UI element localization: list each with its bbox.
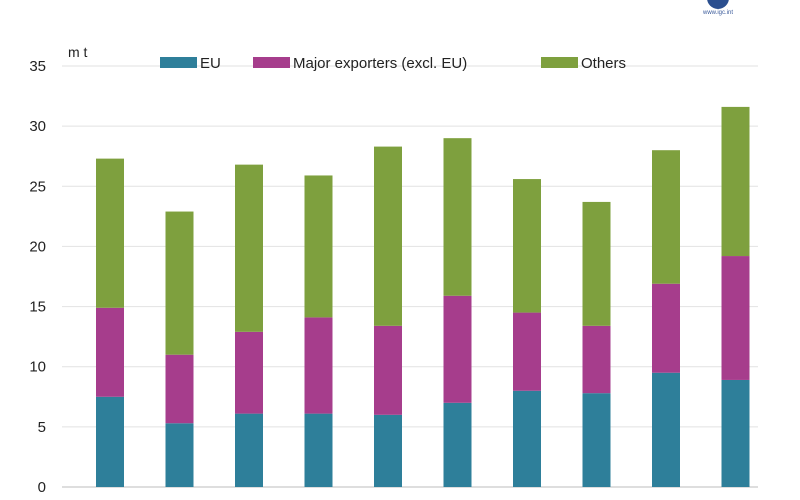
bar-stack [582, 201, 611, 487]
bar-segment-eu [304, 413, 333, 487]
bar-segment-others [374, 146, 402, 326]
bar-segment-major-exporters-excl-eu [443, 295, 472, 403]
bars [96, 106, 750, 487]
y-tick-label: 0 [38, 479, 46, 496]
bar-segment-major-exporters-excl-eu [652, 283, 680, 373]
legend-swatch [541, 57, 578, 68]
y-axis-unit-label: m t [68, 44, 88, 60]
legend-label: Major exporters (excl. EU) [293, 55, 467, 72]
y-tick-label: 35 [29, 58, 46, 75]
y-tick-label: 15 [29, 299, 46, 316]
bar-segment-major-exporters-excl-eu [374, 325, 402, 415]
y-tick-label: 25 [29, 178, 46, 195]
logo-globe-icon [707, 0, 729, 9]
legend-item-others: Others [541, 55, 626, 72]
bar-segment-eu [235, 413, 263, 487]
bar-stack [443, 138, 472, 487]
legend-item-major-exporters-excl-eu: Major exporters (excl. EU) [253, 55, 467, 72]
bar-segment-eu [165, 423, 194, 487]
y-axis: 0 5 10 15 20 25 30 35 [29, 58, 46, 496]
bar-segment-major-exporters-excl-eu [513, 312, 541, 391]
legend-swatch [253, 57, 290, 68]
bar-segment-others [96, 158, 124, 308]
bar-segment-eu [96, 396, 124, 487]
bar-segment-eu [582, 393, 611, 487]
bar-segment-eu [513, 390, 541, 487]
bar-segment-major-exporters-excl-eu [235, 331, 263, 414]
bar-segment-major-exporters-excl-eu [96, 307, 124, 397]
y-tick-label: 30 [29, 118, 46, 135]
legend-label: EU [200, 55, 221, 72]
bar-segment-eu [374, 414, 402, 487]
bar-segment-others [582, 201, 611, 326]
logo-text: www.igc.int [702, 10, 733, 16]
bar-segment-eu [721, 379, 750, 487]
bar-segment-major-exporters-excl-eu [165, 354, 194, 424]
bar-segment-others [304, 175, 333, 318]
bar-stack [513, 179, 541, 487]
bar-stack [235, 164, 263, 487]
bar-segment-eu [652, 372, 680, 487]
bar-stack [374, 146, 402, 487]
legend: EU Major exporters (excl. EU) Others [160, 55, 626, 72]
y-tick-label: 5 [38, 419, 46, 436]
bar-segment-others [235, 164, 263, 332]
bar-segment-major-exporters-excl-eu [304, 317, 333, 414]
bar-stack [721, 106, 750, 487]
bar-stack [165, 211, 194, 487]
y-tick-label: 20 [29, 238, 46, 255]
bar-stack [96, 158, 124, 487]
legend-swatch [160, 57, 197, 68]
y-tick-label: 10 [29, 359, 46, 376]
bar-segment-others [513, 179, 541, 313]
bar-segment-others [443, 138, 472, 296]
legend-item-eu: EU [160, 55, 221, 72]
bar-segment-major-exporters-excl-eu [582, 325, 611, 394]
bar-segment-others [652, 150, 680, 284]
bar-segment-others [721, 106, 750, 257]
bar-stack [652, 150, 680, 487]
bar-stack [304, 175, 333, 487]
legend-label: Others [581, 55, 626, 72]
logo: www.igc.int [702, 0, 733, 16]
bar-segment-eu [443, 402, 472, 487]
bar-segment-others [165, 211, 194, 355]
bar-segment-major-exporters-excl-eu [721, 256, 750, 380]
